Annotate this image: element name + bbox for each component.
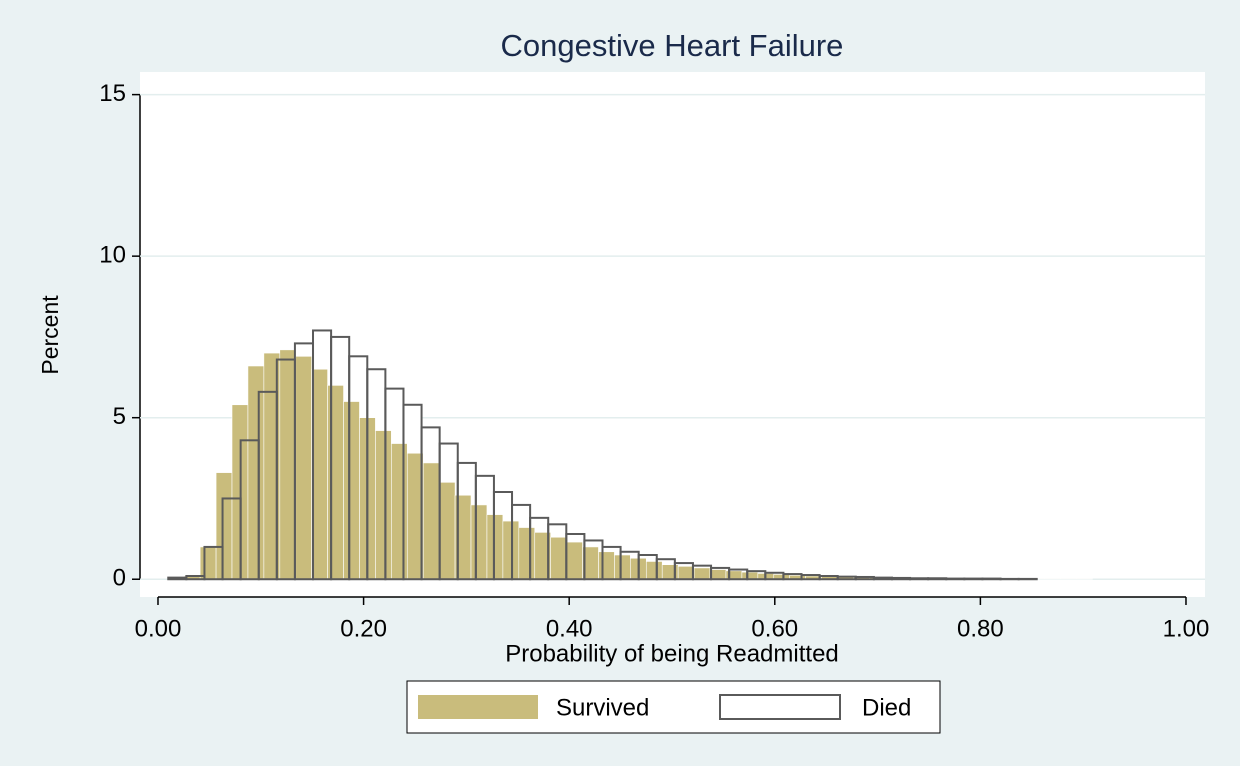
bar [614,554,631,580]
x-tick-label: 0.80 [957,615,1004,642]
y-tick-label: 0 [113,565,126,592]
bar [598,551,615,580]
bar [550,536,567,580]
bar [518,527,536,580]
y-axis-label: Percent [37,295,63,375]
bar [945,577,966,581]
bar [438,482,456,580]
bar [327,385,344,580]
bar [199,546,217,580]
chart-title: Congestive Heart Failure [501,28,844,63]
y-tick-label: 10 [99,241,126,268]
bar [167,576,188,581]
bar [927,577,948,581]
bar [693,567,711,580]
bar [677,566,695,580]
bar [343,401,360,580]
x-tick-label: 0.60 [751,615,798,642]
bar [247,365,265,580]
x-tick-label: 1.00 [1163,615,1210,642]
bar [375,430,392,580]
bar [391,443,408,580]
x-tick-label: 0.00 [135,615,182,642]
bar [311,368,328,580]
bar [909,577,930,581]
x-tick-label: 0.40 [546,615,593,642]
bar [872,576,893,581]
bar [890,576,912,581]
bar [645,561,663,580]
bar [215,472,233,580]
y-tick-label: 15 [99,80,126,107]
x-tick-label: 0.20 [340,615,387,642]
bar [709,569,727,580]
legend-label: Died [862,694,911,721]
bar [963,577,984,581]
legend-swatch [418,695,538,719]
y-tick-label: 5 [113,403,126,430]
bar [741,571,759,580]
bar [566,541,583,580]
legend-swatch [719,694,841,720]
bar [470,504,488,580]
bar [502,520,520,580]
legend-label: Survived [556,694,649,721]
bar [422,462,440,580]
bar [295,356,312,580]
bar [981,577,1002,581]
x-axis-label: Probability of being Readmitted [505,640,839,667]
bar [279,349,297,580]
